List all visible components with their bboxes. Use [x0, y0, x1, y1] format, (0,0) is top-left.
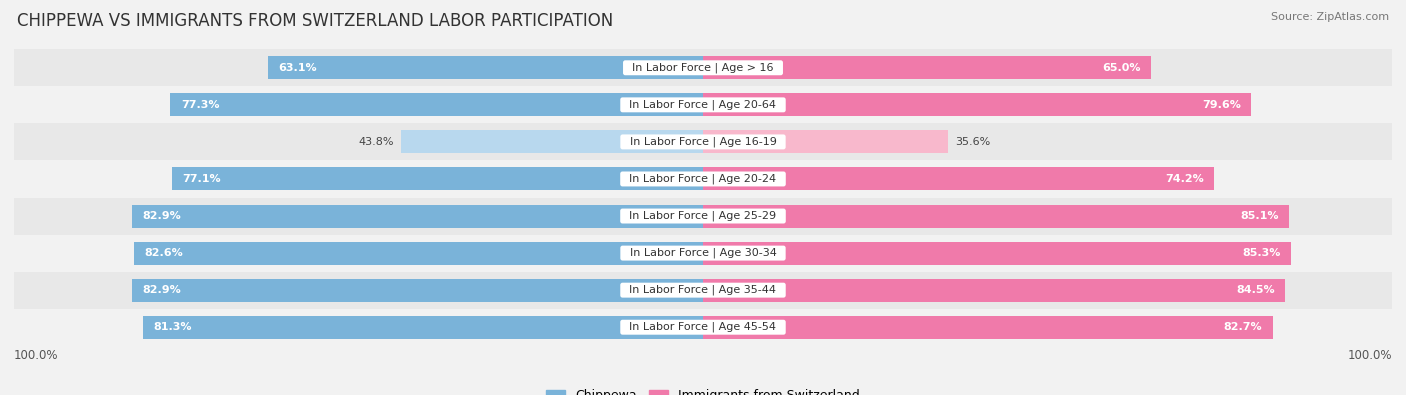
Text: 65.0%: 65.0%	[1102, 63, 1140, 73]
Bar	[703, 167, 1215, 190]
Text: In Labor Force | Age 20-24: In Labor Force | Age 20-24	[623, 174, 783, 184]
Text: In Labor Force | Age 20-64: In Labor Force | Age 20-64	[623, 100, 783, 110]
Text: 82.7%: 82.7%	[1223, 322, 1263, 332]
Bar	[703, 205, 1289, 228]
Text: In Labor Force | Age > 16: In Labor Force | Age > 16	[626, 62, 780, 73]
Text: 85.1%: 85.1%	[1240, 211, 1279, 221]
Text: 43.8%: 43.8%	[359, 137, 394, 147]
Text: 82.9%: 82.9%	[142, 211, 181, 221]
Text: Source: ZipAtlas.com: Source: ZipAtlas.com	[1271, 12, 1389, 22]
Text: 84.5%: 84.5%	[1236, 285, 1275, 295]
Text: 100.0%: 100.0%	[1347, 349, 1392, 362]
Bar	[703, 56, 1152, 79]
Bar	[14, 235, 1392, 272]
Bar	[14, 160, 1392, 198]
Text: 35.6%: 35.6%	[955, 137, 990, 147]
Bar	[14, 272, 1392, 308]
Text: 100.0%: 100.0%	[14, 349, 59, 362]
Bar	[14, 87, 1392, 123]
Text: In Labor Force | Age 16-19: In Labor Force | Age 16-19	[623, 137, 783, 147]
Bar	[14, 49, 1392, 87]
Bar	[14, 123, 1392, 160]
Bar	[134, 242, 703, 265]
Bar	[170, 93, 703, 117]
Bar	[132, 205, 703, 228]
Legend: Chippewa, Immigrants from Switzerland: Chippewa, Immigrants from Switzerland	[541, 384, 865, 395]
Text: 77.3%: 77.3%	[181, 100, 219, 110]
Bar	[401, 130, 703, 153]
Bar	[703, 278, 1285, 302]
Bar	[14, 198, 1392, 235]
Text: 63.1%: 63.1%	[278, 63, 318, 73]
Bar	[269, 56, 703, 79]
Text: 77.1%: 77.1%	[183, 174, 221, 184]
Bar	[143, 316, 703, 339]
Bar	[703, 93, 1251, 117]
Text: 74.2%: 74.2%	[1166, 174, 1204, 184]
Text: In Labor Force | Age 35-44: In Labor Force | Age 35-44	[623, 285, 783, 295]
Bar	[172, 167, 703, 190]
Bar	[703, 316, 1272, 339]
Text: In Labor Force | Age 45-54: In Labor Force | Age 45-54	[623, 322, 783, 333]
Bar	[703, 242, 1291, 265]
Bar	[703, 130, 948, 153]
Text: 81.3%: 81.3%	[153, 322, 191, 332]
Text: In Labor Force | Age 30-34: In Labor Force | Age 30-34	[623, 248, 783, 258]
Text: CHIPPEWA VS IMMIGRANTS FROM SWITZERLAND LABOR PARTICIPATION: CHIPPEWA VS IMMIGRANTS FROM SWITZERLAND …	[17, 12, 613, 30]
Text: 85.3%: 85.3%	[1241, 248, 1281, 258]
Text: In Labor Force | Age 25-29: In Labor Force | Age 25-29	[623, 211, 783, 221]
Text: 82.9%: 82.9%	[142, 285, 181, 295]
Text: 82.6%: 82.6%	[145, 248, 183, 258]
Bar	[132, 278, 703, 302]
Text: 79.6%: 79.6%	[1202, 100, 1241, 110]
Bar	[14, 308, 1392, 346]
